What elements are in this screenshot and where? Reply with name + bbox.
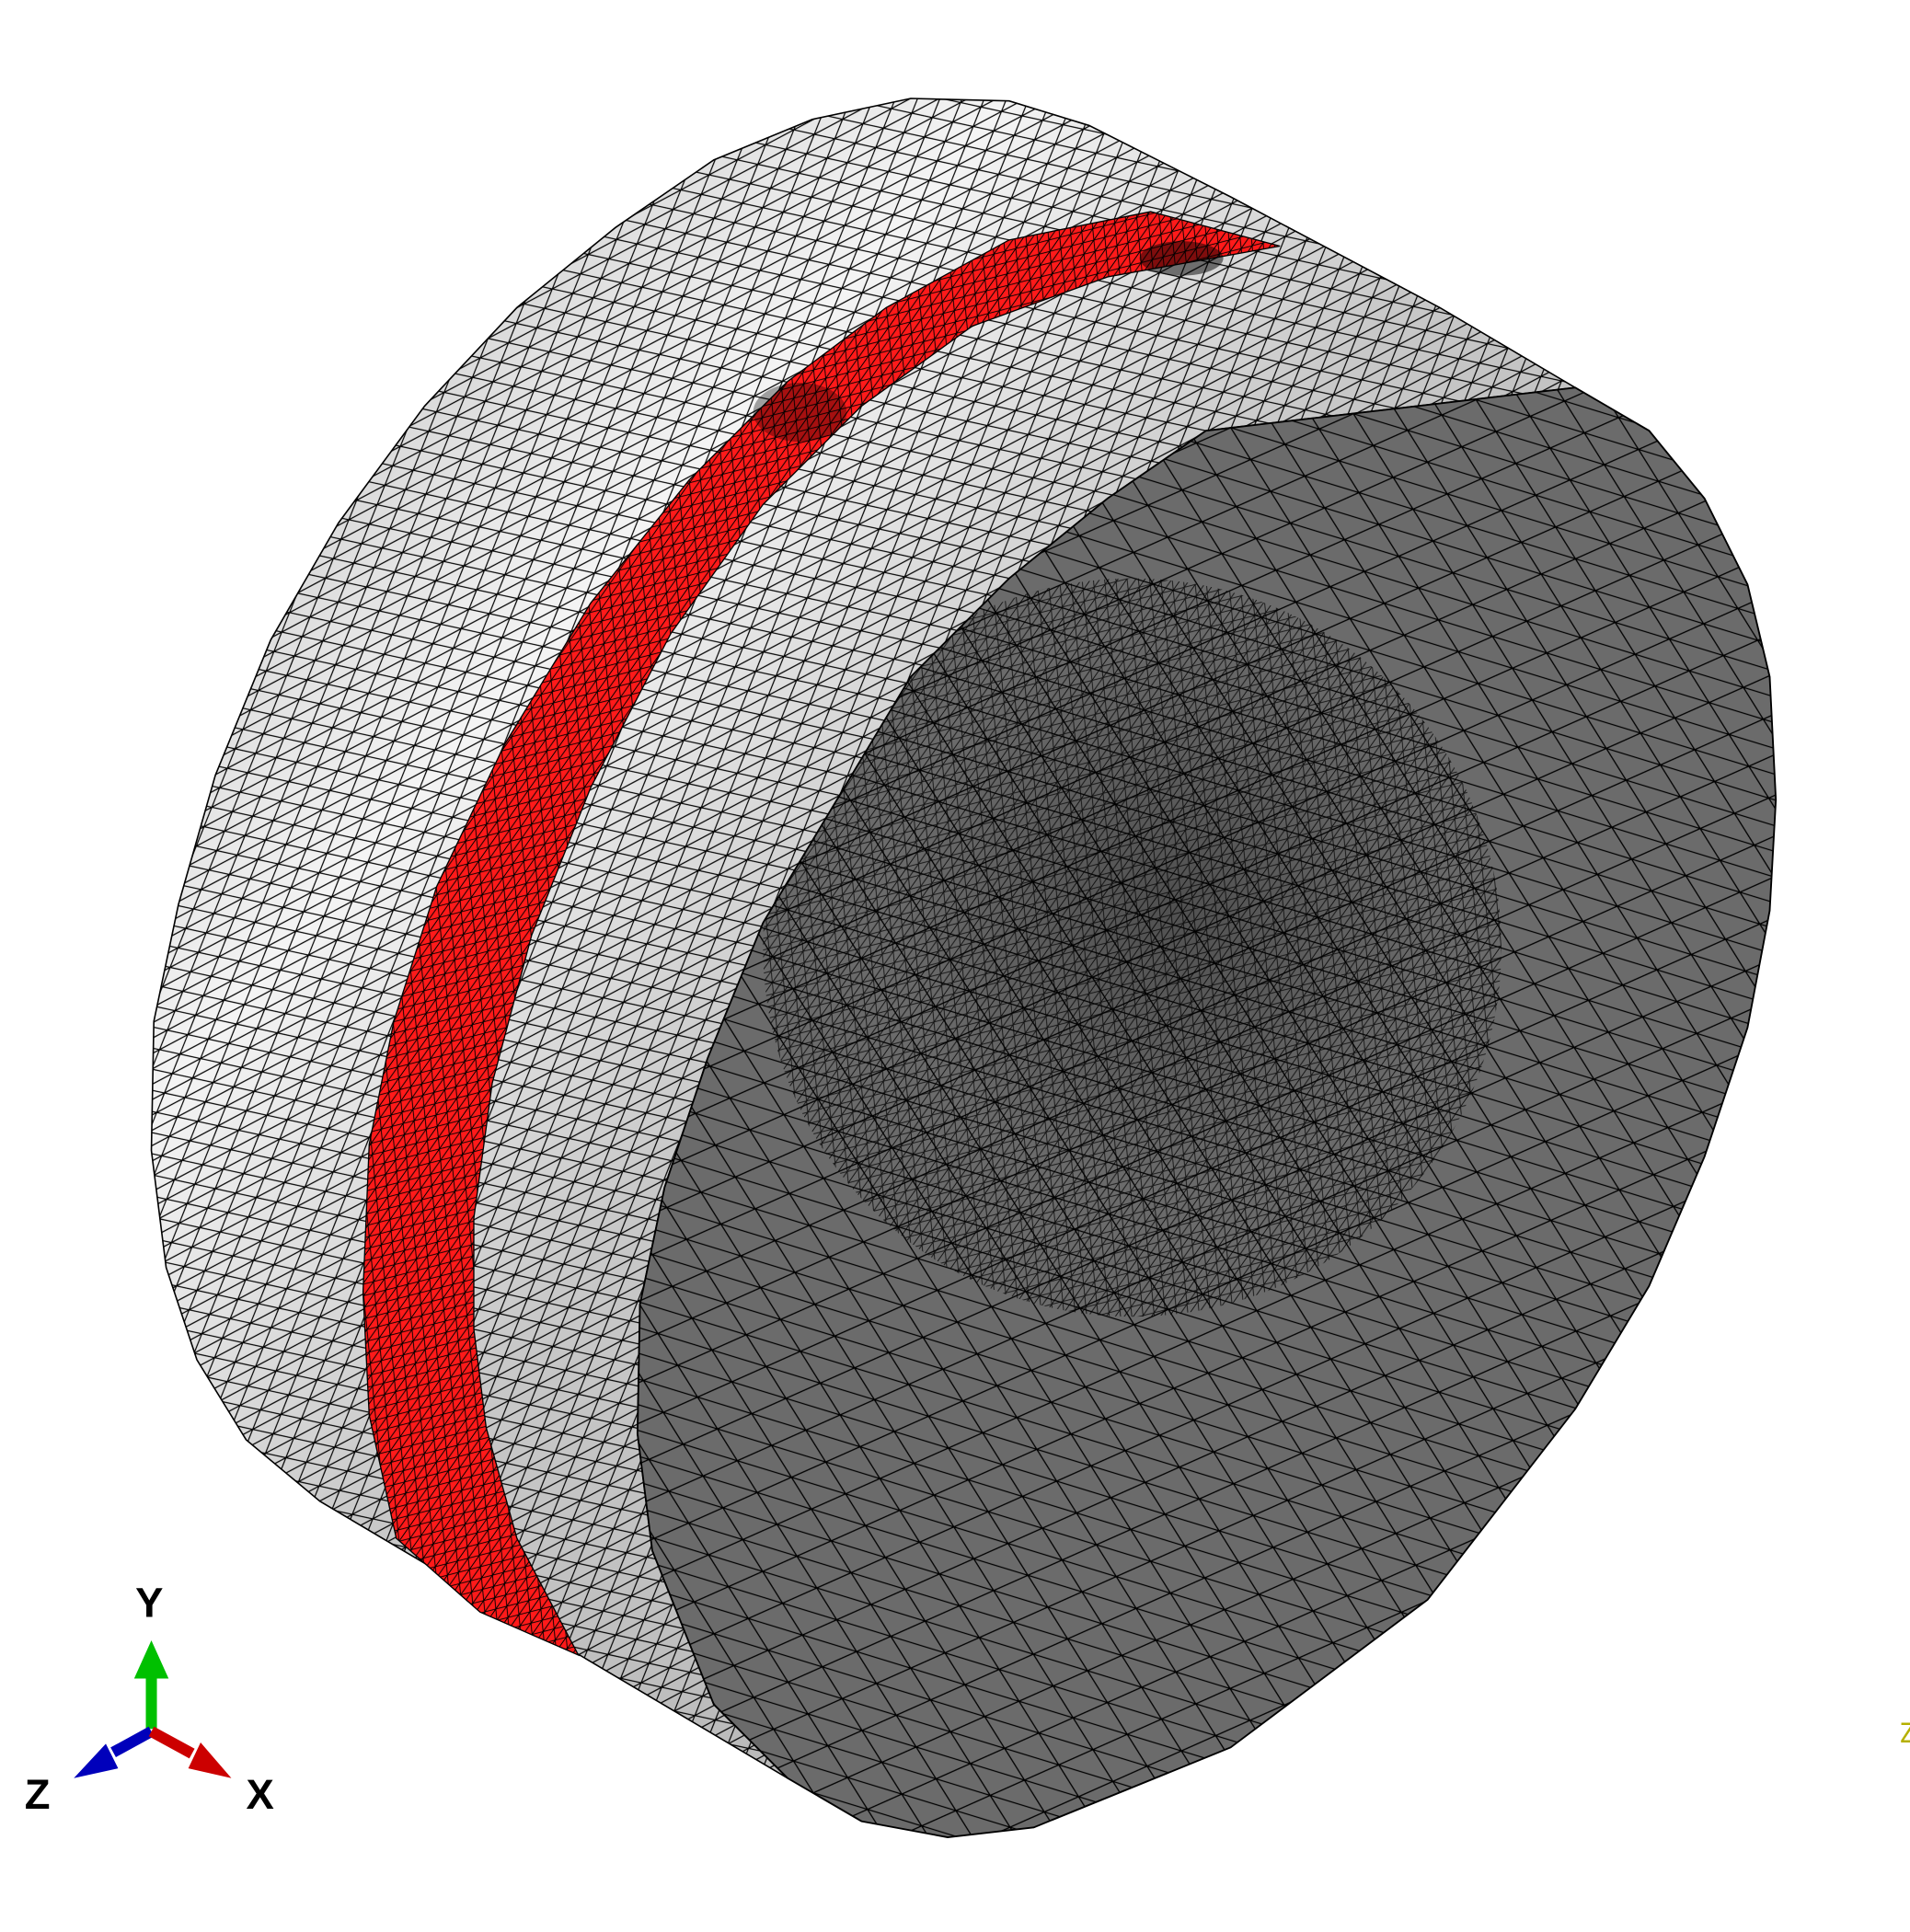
edge-clipped-text: Z <box>1899 1718 1910 1749</box>
z-axis-label: Z <box>25 1771 51 1818</box>
z-axis-arrowhead <box>74 1743 119 1778</box>
y-axis-arrowhead <box>133 1639 169 1679</box>
x-axis-arrowhead <box>188 1742 232 1778</box>
axis-triad: Y Z X <box>25 1580 274 1819</box>
x-axis-label: X <box>247 1771 274 1818</box>
cut-face-dense-shade <box>726 541 1539 1354</box>
band-mesh-refinement-spot <box>1139 241 1224 276</box>
x-axis-shaft <box>148 1726 195 1759</box>
y-axis-label: Y <box>135 1580 163 1627</box>
band-mesh-refinement-spot <box>753 382 847 443</box>
z-axis-shaft <box>110 1726 155 1757</box>
